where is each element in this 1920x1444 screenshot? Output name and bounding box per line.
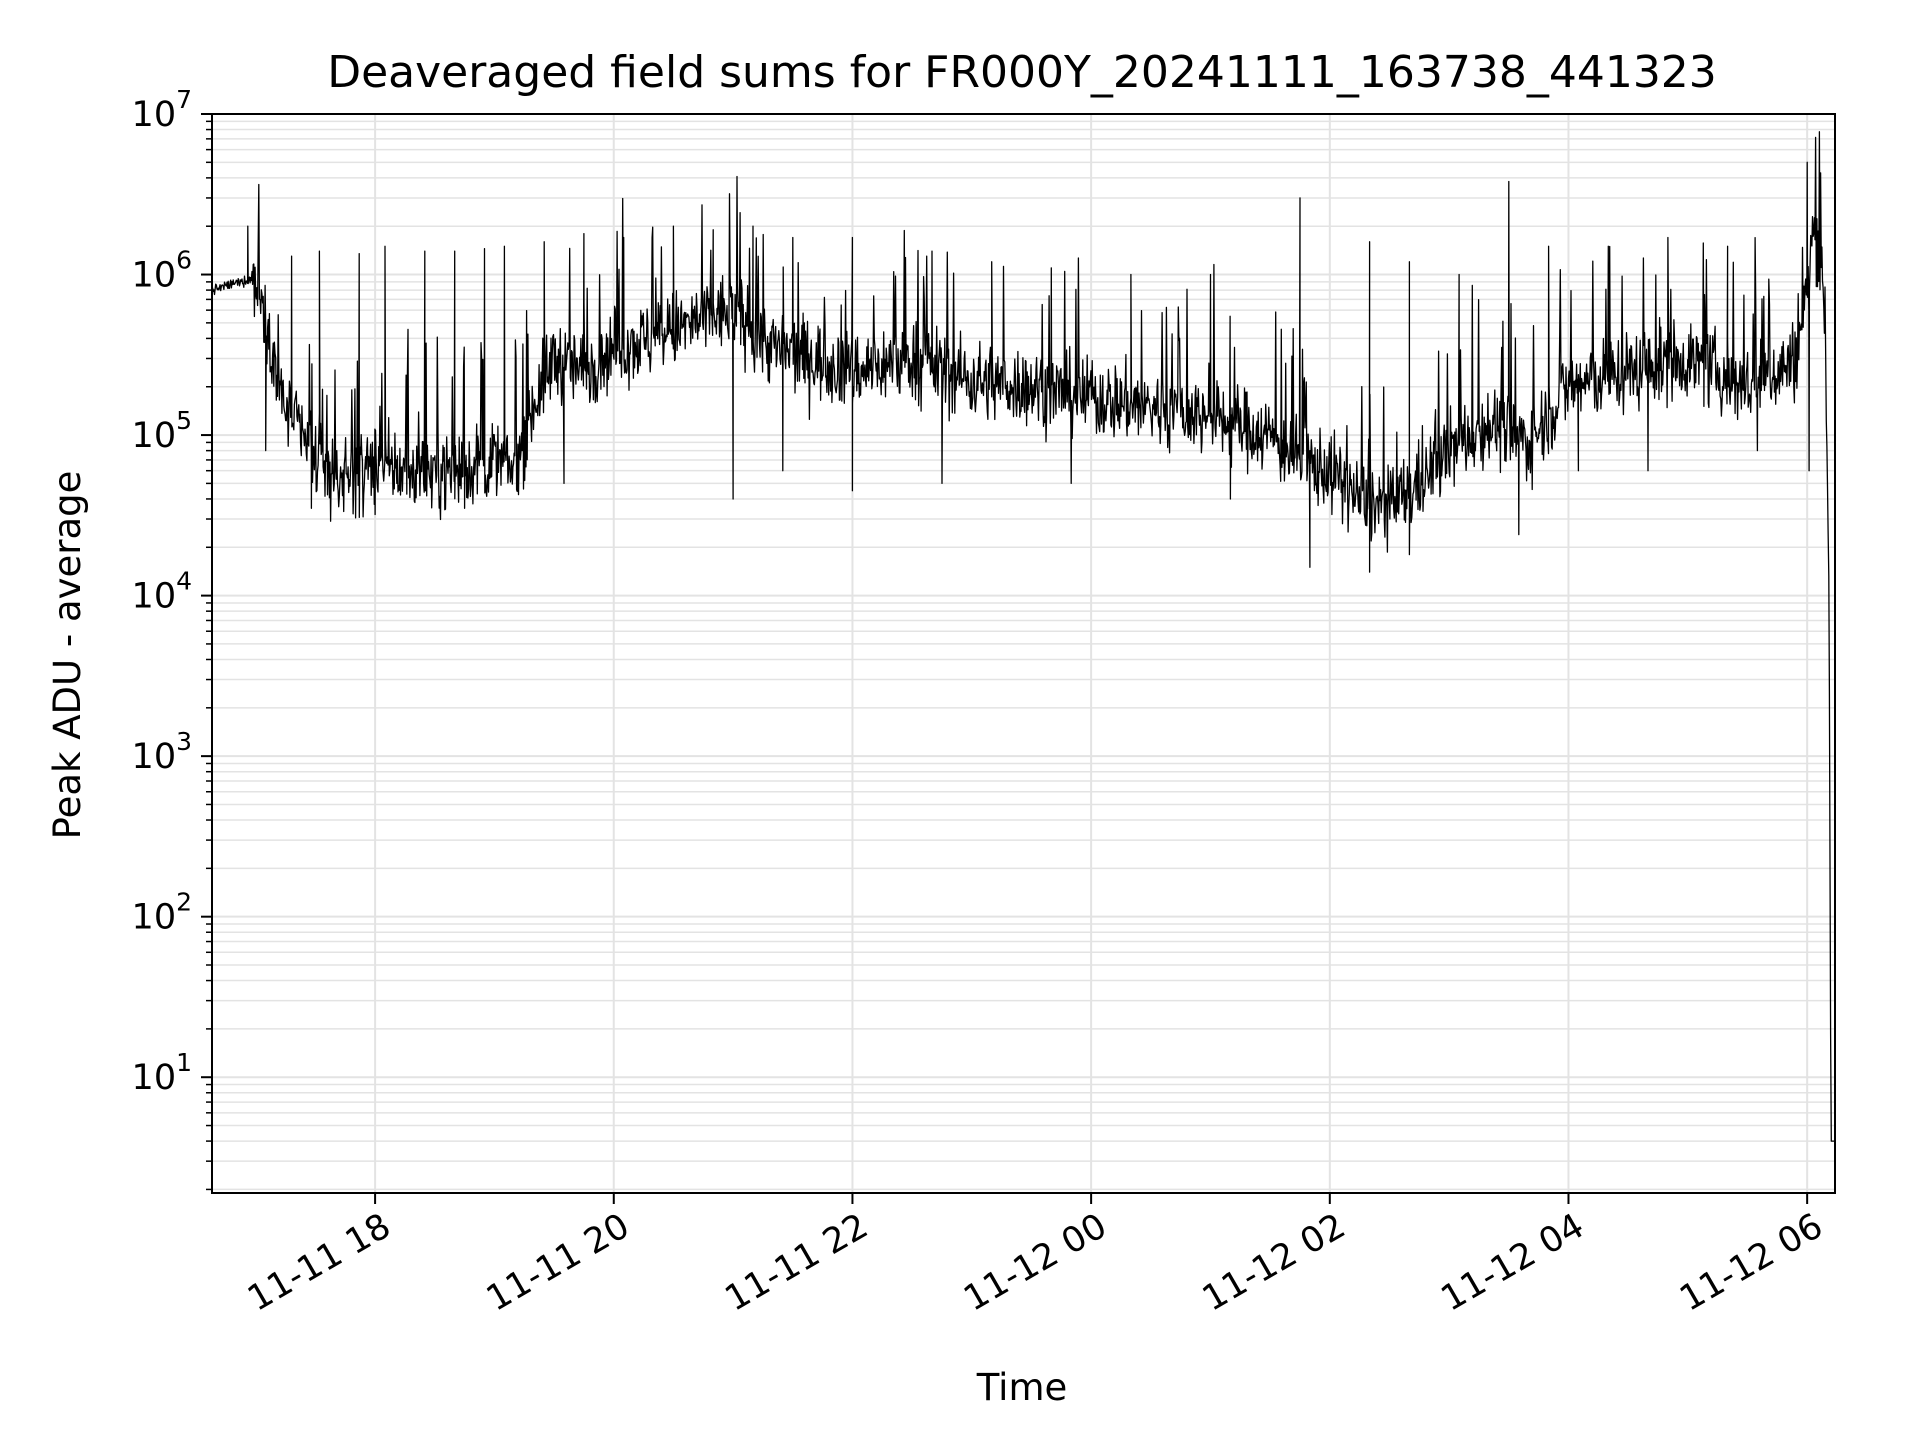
y-tick-label: 101 [132, 1048, 192, 1098]
y-tick-label: 104 [132, 567, 192, 617]
x-axis-label: Time [976, 1366, 1068, 1409]
chart-title: Deaveraged field sums for FR000Y_2024111… [327, 47, 1717, 98]
series-line [211, 131, 1836, 1142]
y-tick-label: 102 [132, 888, 192, 938]
plot-frame [211, 113, 1836, 1194]
y-axis-label: Peak ADU - average [46, 471, 89, 840]
y-tick-label: 107 [132, 85, 192, 135]
data-layer [211, 131, 1836, 1142]
y-tick-label: 103 [132, 727, 192, 777]
y-tick-label: 106 [132, 246, 192, 296]
y-tick-label: 105 [132, 406, 192, 456]
